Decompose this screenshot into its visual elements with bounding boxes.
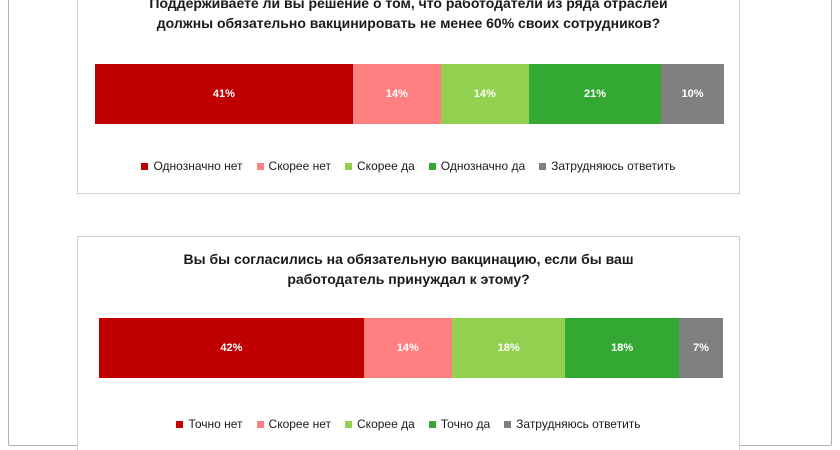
legend-item: Скорее да — [345, 159, 415, 173]
stacked-bar: 41% 14% 14% 21% 10% — [95, 64, 724, 124]
legend-swatch — [176, 420, 184, 428]
legend-item: Скорее нет — [256, 159, 332, 173]
bar-segment: 18% — [451, 318, 566, 378]
data-label: 21% — [583, 88, 607, 100]
chart-panel-personal-consent: Вы бы согласились на обязательную вакцин… — [77, 236, 740, 450]
data-label: 14% — [396, 342, 419, 354]
chart-legend: Однозначно нет Скорее нет Скорее да Однозна… — [78, 159, 739, 173]
legend-label: Скорее нет — [268, 417, 332, 431]
data-label: 42% — [220, 342, 243, 354]
legend-swatch — [141, 162, 149, 170]
data-label: 14% — [473, 88, 496, 100]
bar-segment: 14% — [363, 318, 452, 378]
chart-title-line: Вы бы согласились на обязательную вакцин… — [183, 251, 634, 267]
legend-item: Скорее нет — [256, 417, 332, 431]
chart-legend: Точно нет Скорее нет Скорее да Точно да Затр… — [78, 417, 739, 431]
legend-item: Однозначно да — [428, 159, 526, 173]
legend-label: Точно нет — [188, 417, 243, 431]
legend-label: Однозначно нет — [153, 159, 243, 173]
data-label: 10% — [681, 88, 704, 100]
bar-segment: 10% — [661, 64, 724, 124]
legend-swatch — [256, 420, 264, 428]
legend-swatch — [345, 420, 353, 428]
legend-label: Скорее да — [357, 417, 415, 431]
data-label: 41% — [212, 88, 235, 100]
legend-item: Однозначно нет — [141, 159, 243, 173]
bar-segment: 21% — [528, 64, 662, 124]
legend-item: Точно да — [428, 417, 491, 431]
legend-swatch — [256, 162, 264, 170]
bar-segment: 14% — [352, 64, 441, 124]
data-label: 18% — [497, 342, 520, 354]
bar-segment: 41% — [95, 64, 353, 124]
legend-swatch — [345, 162, 353, 170]
bar-segment: 7% — [678, 318, 723, 378]
chart-panel-employer-mandate: Поддерживаете ли вы решение о том, что р… — [77, 0, 740, 194]
legend-label: Точно да — [440, 417, 491, 431]
legend-label: Скорее нет — [268, 159, 332, 173]
legend-label: Однозначно да — [440, 159, 526, 173]
legend-item: Скорее да — [345, 417, 415, 431]
chart-title: Вы бы согласились на обязательную вакцин… — [78, 249, 739, 289]
chart-title-line: должны обязательно вакцинировать не мене… — [156, 15, 661, 31]
stacked-bar: 42% 14% 18% 18% 7% — [99, 318, 723, 378]
data-label: 14% — [385, 88, 408, 100]
legend-label: Затрудняюсь ответить — [551, 159, 676, 173]
legend-swatch — [428, 420, 436, 428]
bar-segment: 18% — [565, 318, 679, 378]
chart-title-line: Поддерживаете ли вы решение о том, что р… — [149, 0, 668, 11]
legend-item: Затрудняюсь ответить — [504, 417, 641, 431]
legend-label: Скорее да — [357, 159, 415, 173]
bar-segment: 42% — [99, 318, 364, 378]
data-label: 18% — [611, 342, 634, 354]
chart-title-line: работодатель принуждал к этому? — [287, 271, 530, 287]
legend-item: Затрудняюсь ответить — [539, 159, 676, 173]
chart-title: Поддерживаете ли вы решение о том, что р… — [78, 0, 739, 33]
legend-swatch — [428, 162, 436, 170]
legend-swatch — [504, 420, 512, 428]
legend-label: Затрудняюсь ответить — [516, 417, 641, 431]
bar-segment: 14% — [440, 64, 529, 124]
legend-item: Точно нет — [176, 417, 243, 431]
data-label: 7% — [692, 342, 709, 354]
legend-swatch — [539, 162, 547, 170]
